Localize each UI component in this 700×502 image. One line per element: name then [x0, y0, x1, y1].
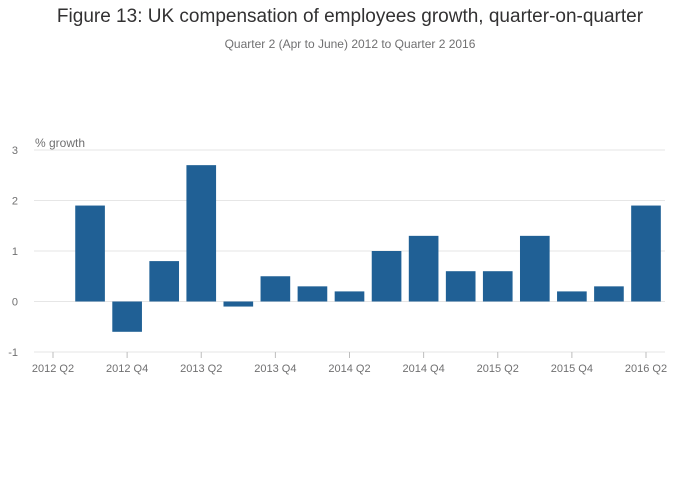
y-tick-label: 2: [12, 196, 18, 208]
bar: [223, 301, 254, 307]
bar: [112, 301, 142, 332]
x-tick-label: 2014 Q4: [403, 363, 445, 375]
x-tick-label: 2015 Q4: [551, 363, 593, 375]
y-tick-label: -1: [8, 347, 18, 359]
x-tick-label: 2012 Q4: [106, 363, 148, 375]
bar: [149, 261, 180, 302]
x-tick-label: 2013 Q2: [180, 363, 222, 375]
chart-subtitle: Quarter 2 (Apr to June) 2012 to Quarter …: [224, 37, 476, 51]
bar: [186, 165, 217, 302]
x-tick-label: 2014 Q2: [328, 363, 370, 375]
y-tick-label: 3: [12, 145, 18, 157]
bar: [334, 291, 365, 302]
x-axis: 2012 Q2 2012 Q4 2013 Q2 2013 Q4 2014 Q2 2014 …: [32, 352, 667, 375]
bar: [260, 276, 291, 302]
y-tick-label: 0: [12, 297, 18, 309]
x-tick-label: 2012 Q2: [32, 363, 74, 375]
x-tick-label: 2015 Q2: [477, 363, 519, 375]
y-axis-label: % growth: [35, 136, 85, 150]
bar: [408, 235, 439, 302]
bar: [371, 251, 402, 302]
y-axis-ticks: -1 0 1 2 3: [8, 145, 18, 359]
chart-title: Figure 13: UK compensation of employees …: [56, 6, 644, 27]
bars: [75, 165, 661, 332]
x-tick-label: 2013 Q4: [254, 363, 296, 375]
bar: [557, 291, 587, 302]
bar: [297, 286, 328, 302]
bar: [445, 271, 476, 302]
bar: [519, 235, 550, 302]
bar: [75, 205, 105, 302]
y-tick-label: 1: [12, 246, 18, 258]
x-tick-label: 2016 Q2: [625, 363, 667, 375]
bar: [482, 271, 513, 302]
bar: [594, 286, 624, 302]
bar: [631, 205, 661, 302]
